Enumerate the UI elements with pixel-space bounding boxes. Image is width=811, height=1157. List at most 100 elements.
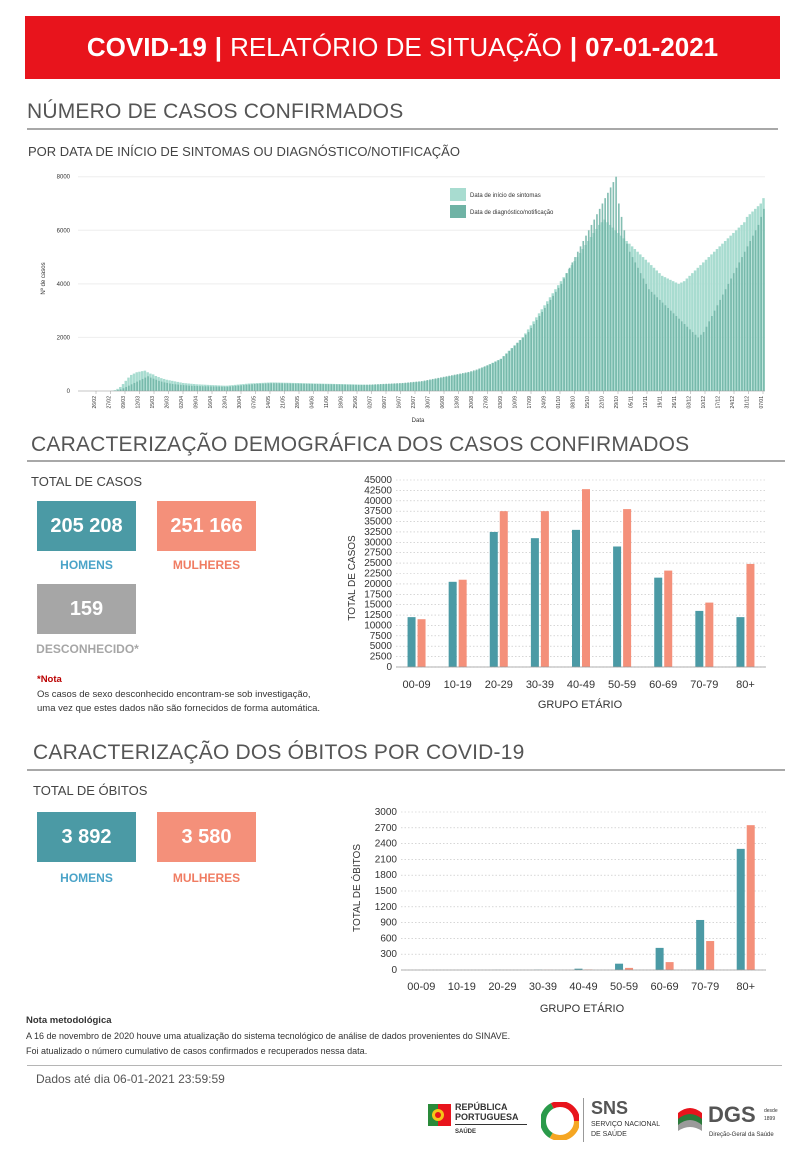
sns-line-2: DE SAÚDE [591,1131,627,1138]
daily-bar-diagnosis [297,383,300,391]
daily-x-tick-label: 19/11 [658,396,664,408]
daily-x-tick-label: 18/06 [339,396,345,409]
daily-x-tick-label: 04/06 [310,396,316,409]
daily-bar-diagnosis [226,386,229,391]
daily-bar-diagnosis [374,384,377,391]
note-line-2: uma vez que estes dados não são fornecid… [37,703,321,714]
daily-bar-diagnosis [702,332,705,391]
daily-x-tick-label: 01/10 [556,396,562,409]
daily-bar-diagnosis [631,257,634,391]
men-cases-label: HOMENS [60,558,113,572]
daily-x-tick-label: 02/04 [179,396,185,409]
daily-bar-diagnosis [689,329,691,391]
bar-men-10-19 [448,581,457,667]
daily-bar-diagnosis [429,379,431,391]
daily-bar-onset [693,270,697,391]
deaths-by-age-chart: 0 300 600 900 1200 1500 1800 2100 2400 2700 3000 00… [350,807,766,1015]
bar-men-80plus [736,848,745,970]
daily-bar-onset [699,265,702,391]
rp-line-3: SAÚDE [455,1129,477,1135]
section-title-demographics: CARACTERIZAÇÃO DEMOGRÁFICA DOS CASOS CON… [31,433,690,456]
bar-men-50-59 [613,546,622,667]
daily-x-tick-label: 14/05 [266,396,272,409]
dgs-title: DGS [708,1102,756,1127]
deaths-age-bars [493,825,755,970]
legend-swatch-onset [450,188,466,201]
note-title: *Nota [37,674,62,685]
daily-bar-diagnosis [639,273,642,391]
daily-bar-diagnosis [448,375,450,391]
daily-bar-diagnosis [188,385,190,391]
daily-bar-diagnosis [568,267,571,391]
daily-bar-diagnosis [204,386,207,391]
y-tick-label: 900 [380,918,397,929]
daily-bar-diagnosis [434,378,437,391]
daily-bar-diagnosis [752,235,754,391]
dgs-since: desde [764,1108,778,1114]
daily-bar-diagnosis [259,383,262,391]
daily-bar-onset [113,390,117,391]
daily-bar-onset [116,388,119,391]
x-category-label: 40-49 [569,981,597,993]
daily-bar-diagnosis [483,366,486,391]
y-tick-label: 10000 [364,620,392,631]
y-tick-label: 2700 [375,823,398,834]
rp-divider [455,1124,527,1125]
daily-bar-diagnosis [125,386,127,391]
daily-bar-diagnosis [117,390,119,391]
y-tick-label: 27500 [364,548,392,559]
unknown-cases-box: 159 [37,584,136,634]
daily-bar-diagnosis [363,384,366,391]
daily-bar-diagnosis [615,176,617,391]
daily-bar-diagnosis [180,384,182,391]
daily-bar-diagnosis [533,324,535,391]
daily-bar-diagnosis [500,358,502,391]
daily-bar-diagnosis [566,273,568,391]
daily-x-tick-label: 23/07 [411,396,417,409]
daily-bar-diagnosis [456,374,459,391]
daily-bar-diagnosis [327,384,330,391]
daily-x-tick-label: 20/08 [469,396,475,409]
daily-bar-diagnosis [139,380,141,391]
daily-bar-diagnosis [404,382,407,391]
daily-bar-diagnosis [182,385,185,391]
daily-bar-diagnosis [314,383,316,391]
daily-bar-diagnosis [754,230,757,391]
bar-women-20-29 [499,511,508,667]
daily-bar-diagnosis [637,267,639,391]
daily-bar-diagnosis [511,348,513,391]
daily-x-tick-label: 06/08 [440,396,446,409]
daily-x-tick-label: 02/07 [368,396,374,409]
daily-bar-diagnosis [596,214,598,391]
daily-bar-diagnosis [626,243,628,391]
daily-bar-diagnosis [587,230,590,391]
portugal-shield-icon [428,1104,451,1126]
daily-bar-diagnosis [215,386,218,391]
daily-bar-diagnosis [544,307,546,391]
section-title-cases: NÚMERO DE CASOS CONFIRMADOS [27,100,404,123]
daily-bar-diagnosis [210,386,212,391]
daily-bar-diagnosis [763,208,765,391]
y-tick-label: 1200 [375,902,398,913]
y-tick-label: 17500 [364,589,392,600]
daily-bar-diagnosis [576,251,579,391]
footer-divider [27,1065,782,1066]
daily-bar-diagnosis [221,386,223,391]
daily-bar-diagnosis [694,334,697,391]
daily-bar-diagnosis [232,386,234,391]
daily-bar-diagnosis [130,384,133,391]
cases-age-axes: 0250050007500100001250015000175002000022… [364,475,766,691]
daily-bar-diagnosis [393,383,396,391]
daily-chart-xlabel: Data [412,418,425,424]
daily-x-tick-label: 24/12 [730,396,736,409]
daily-bar-diagnosis [560,283,563,391]
daily-x-tick-label: 17/12 [716,396,722,409]
x-category-label: 10-19 [444,679,472,691]
section-divider [27,769,785,771]
daily-bar-diagnosis [133,382,136,391]
sns-circle-icon [541,1102,579,1140]
daily-bar-diagnosis [300,383,303,391]
daily-bar-diagnosis [648,289,650,391]
daily-bar-diagnosis [582,241,585,391]
daily-bar-diagnosis [262,383,264,391]
